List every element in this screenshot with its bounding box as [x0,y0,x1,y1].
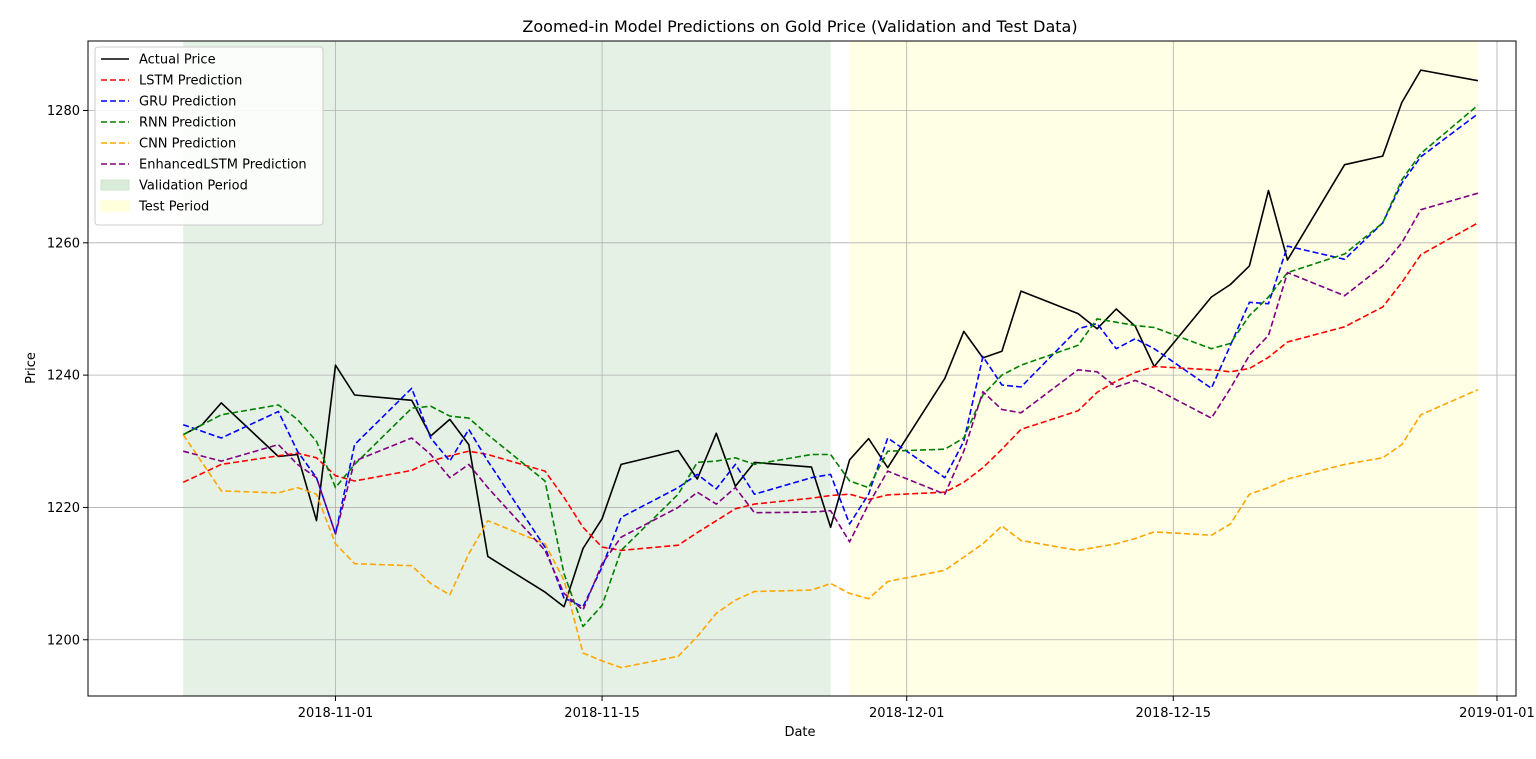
y-tick-label: 1260 [47,236,80,251]
legend-label: Actual Price [139,53,216,68]
legend-box [94,46,324,226]
legend-label: EnhancedLSTM Prediction [139,158,307,173]
shaded-region-test [849,41,1478,696]
x-tick-label: 2018-11-15 [564,706,640,721]
legend-label: Validation Period [139,179,248,194]
series-line-enhancedlstm-prediction [182,192,1479,611]
x-tick-label: 2019-01-01 [1459,706,1535,721]
y-tick-label: 1200 [47,633,80,648]
legend-swatch [100,200,130,212]
legend-label: Test Period [138,200,209,215]
y-tick-label: 1280 [47,104,80,119]
x-tick-label: 2018-12-15 [1135,706,1211,721]
legend-label: CNN Prediction [139,137,236,152]
series-line-gru-prediction [182,113,1479,608]
legend: Actual Price LSTM Prediction GRU Predictio… [94,46,324,226]
x-tick-label: 2018-12-01 [869,706,945,721]
legend-swatch [100,179,130,191]
series-line-cnn-prediction [182,388,1479,669]
series-line-lstm-prediction [182,222,1479,552]
series-line-actual-price [182,69,1479,608]
y-tick-label: 1220 [47,501,80,516]
x-tick-label: 2018-11-01 [298,706,374,721]
y-axis-label: Price [24,352,39,384]
legend-label: GRU Prediction [139,95,236,110]
legend-label: RNN Prediction [139,116,236,131]
x-axis-label: Date [784,725,815,740]
series-line-rnn-prediction [182,104,1479,628]
y-tick-label: 1240 [47,369,80,384]
legend-label: LSTM Prediction [139,74,242,89]
plot-area: 2018-11-01 2018-11-15 2018-12-01 2018-12-15… [47,40,1535,721]
axes-frame [87,40,1517,697]
chart-title: Zoomed-in Model Predictions on Gold Pric… [522,17,1077,36]
